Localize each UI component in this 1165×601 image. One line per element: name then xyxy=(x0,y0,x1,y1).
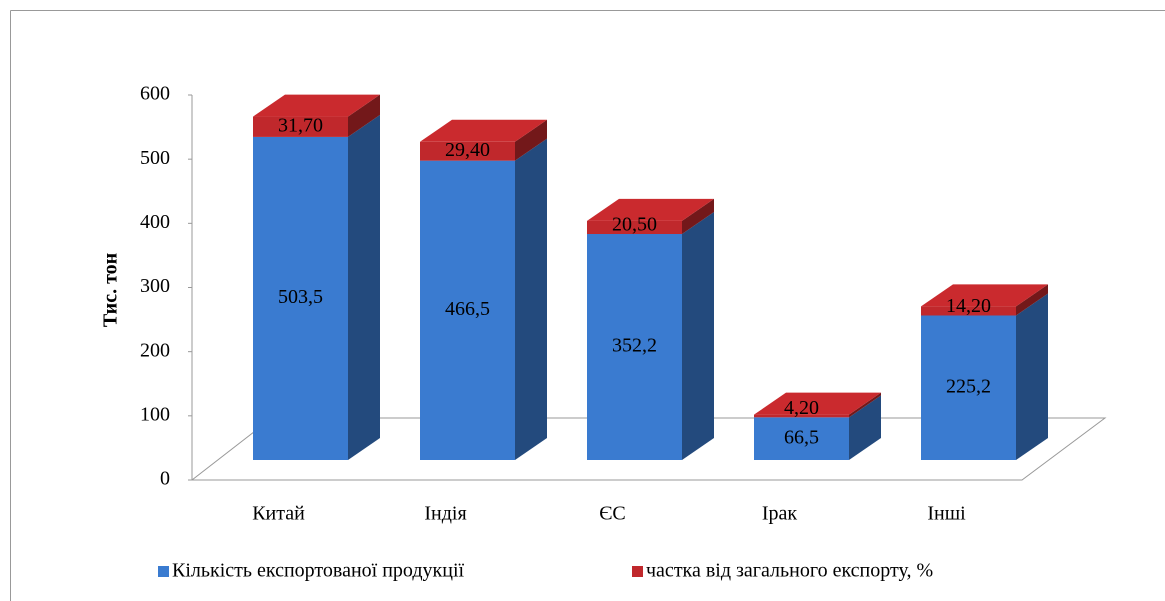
bar-side xyxy=(348,114,380,460)
bar-segment xyxy=(921,315,1016,460)
legend-swatch xyxy=(158,566,169,577)
bar-side xyxy=(1016,293,1048,460)
data-label: 352,2 xyxy=(612,335,657,357)
bar-segment xyxy=(921,306,1016,316)
data-label: 14,20 xyxy=(946,295,991,317)
data-label: 225,2 xyxy=(946,375,991,397)
bar-side xyxy=(682,198,714,235)
y-tick-label: 200 xyxy=(140,339,170,361)
bar-segment xyxy=(253,116,348,137)
x-tick-label: Ірак xyxy=(762,503,798,525)
bar-segment xyxy=(253,136,348,460)
bar-top xyxy=(587,198,714,221)
x-tick-label: Індія xyxy=(424,503,466,525)
y-tick-label: 0 xyxy=(160,468,170,490)
bar-top xyxy=(253,94,380,117)
bar-segment xyxy=(587,234,682,460)
x-tick-label: Китай xyxy=(252,503,305,525)
bar-side xyxy=(1016,284,1048,316)
data-label: 466,5 xyxy=(445,298,490,320)
bar-side xyxy=(515,138,547,460)
bar-segment xyxy=(420,141,515,161)
y-tick-label: 600 xyxy=(140,83,170,105)
y-tick-label: 400 xyxy=(140,211,170,233)
x-tick-label: Інші xyxy=(927,503,966,525)
bar-top xyxy=(921,284,1048,307)
bar-top xyxy=(420,119,547,142)
y-tick-label: 100 xyxy=(140,403,170,425)
y-axis-label: Тис. тон xyxy=(100,253,122,327)
bar-segment xyxy=(754,414,849,418)
legend-swatch xyxy=(632,566,643,577)
bar-segment xyxy=(754,417,849,460)
legend-label: частка від загального експорту, % xyxy=(646,560,933,582)
bar-top xyxy=(754,392,881,415)
data-label: 20,50 xyxy=(612,214,657,236)
bar-side xyxy=(515,119,547,161)
data-label: 66,5 xyxy=(784,426,819,448)
bar-segment xyxy=(420,160,515,460)
y-tick-label: 500 xyxy=(140,147,170,169)
x-tick-label: ЄС xyxy=(599,503,626,525)
bar-segment xyxy=(587,220,682,235)
data-label: 31,70 xyxy=(278,114,323,136)
data-label: 503,5 xyxy=(278,286,323,308)
bar-side xyxy=(348,94,380,137)
y-tick-label: 300 xyxy=(140,275,170,297)
data-label: 29,40 xyxy=(445,139,490,161)
data-label: 4,20 xyxy=(784,397,819,419)
bar-side xyxy=(849,395,881,460)
legend-label: Кількість експортованої продукції xyxy=(172,560,464,582)
bar-side xyxy=(682,212,714,460)
bar-side xyxy=(849,392,881,418)
